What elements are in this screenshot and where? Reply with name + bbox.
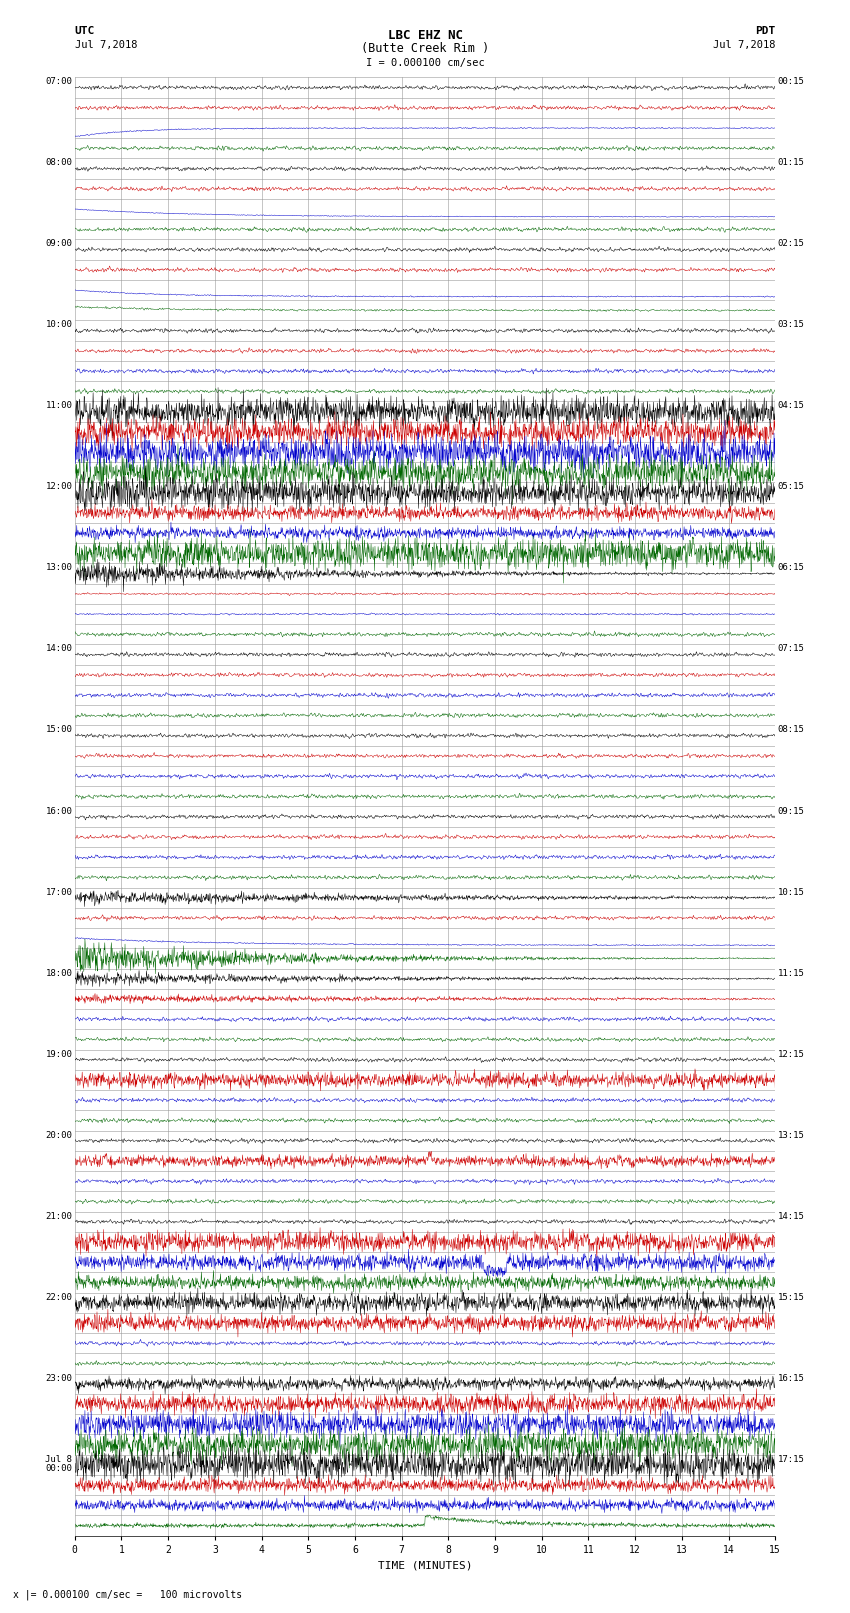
Text: 16:00: 16:00 bbox=[45, 806, 72, 816]
Text: UTC: UTC bbox=[75, 26, 95, 35]
Text: 13:00: 13:00 bbox=[45, 563, 72, 573]
Text: PDT: PDT bbox=[755, 26, 775, 35]
Text: 09:00: 09:00 bbox=[45, 239, 72, 248]
Text: Jul 7,2018: Jul 7,2018 bbox=[712, 40, 775, 50]
Text: 20:00: 20:00 bbox=[45, 1131, 72, 1139]
X-axis label: TIME (MINUTES): TIME (MINUTES) bbox=[377, 1560, 473, 1569]
Text: 17:00: 17:00 bbox=[45, 887, 72, 897]
Text: (Butte Creek Rim ): (Butte Creek Rim ) bbox=[361, 42, 489, 55]
Text: Jul 7,2018: Jul 7,2018 bbox=[75, 40, 138, 50]
Text: 00:00: 00:00 bbox=[45, 1465, 72, 1473]
Text: LBC EHZ NC: LBC EHZ NC bbox=[388, 29, 462, 42]
Text: 22:00: 22:00 bbox=[45, 1292, 72, 1302]
Text: 00:15: 00:15 bbox=[778, 77, 805, 87]
Text: 07:00: 07:00 bbox=[45, 77, 72, 87]
Text: 11:00: 11:00 bbox=[45, 402, 72, 410]
Text: 03:15: 03:15 bbox=[778, 321, 805, 329]
Text: I = 0.000100 cm/sec: I = 0.000100 cm/sec bbox=[366, 58, 484, 68]
Text: 01:15: 01:15 bbox=[778, 158, 805, 168]
Text: 08:15: 08:15 bbox=[778, 726, 805, 734]
Text: 16:15: 16:15 bbox=[778, 1374, 805, 1382]
Text: 21:00: 21:00 bbox=[45, 1211, 72, 1221]
Text: 14:00: 14:00 bbox=[45, 645, 72, 653]
Text: 04:15: 04:15 bbox=[778, 402, 805, 410]
Text: 18:00: 18:00 bbox=[45, 968, 72, 977]
Text: 05:15: 05:15 bbox=[778, 482, 805, 492]
Text: 14:15: 14:15 bbox=[778, 1211, 805, 1221]
Text: 15:00: 15:00 bbox=[45, 726, 72, 734]
Text: 08:00: 08:00 bbox=[45, 158, 72, 168]
Text: 13:15: 13:15 bbox=[778, 1131, 805, 1139]
Text: 10:00: 10:00 bbox=[45, 321, 72, 329]
Text: 17:15: 17:15 bbox=[778, 1455, 805, 1463]
Text: 19:00: 19:00 bbox=[45, 1050, 72, 1058]
Text: 06:15: 06:15 bbox=[778, 563, 805, 573]
Text: 11:15: 11:15 bbox=[778, 968, 805, 977]
Text: 12:00: 12:00 bbox=[45, 482, 72, 492]
Text: 07:15: 07:15 bbox=[778, 645, 805, 653]
Text: Jul 8: Jul 8 bbox=[45, 1455, 72, 1463]
Text: 23:00: 23:00 bbox=[45, 1374, 72, 1382]
Text: 09:15: 09:15 bbox=[778, 806, 805, 816]
Text: 10:15: 10:15 bbox=[778, 887, 805, 897]
Text: x |= 0.000100 cm/sec =   100 microvolts: x |= 0.000100 cm/sec = 100 microvolts bbox=[13, 1589, 242, 1600]
Text: 12:15: 12:15 bbox=[778, 1050, 805, 1058]
Text: 02:15: 02:15 bbox=[778, 239, 805, 248]
Text: 15:15: 15:15 bbox=[778, 1292, 805, 1302]
